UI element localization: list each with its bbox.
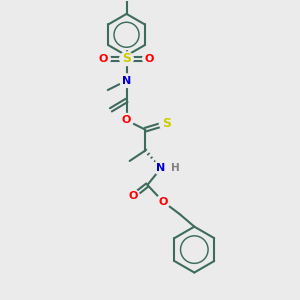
Text: O: O [158,196,168,207]
Circle shape [156,195,170,208]
Circle shape [97,52,110,65]
Circle shape [126,190,140,203]
Text: O: O [99,54,108,64]
Circle shape [120,74,133,87]
Text: H: H [171,163,180,173]
Circle shape [143,52,156,65]
Circle shape [120,52,133,65]
Text: O: O [145,54,154,64]
Text: O: O [128,191,137,201]
Text: N: N [122,76,131,85]
Text: O: O [122,115,131,125]
Circle shape [120,113,133,127]
Circle shape [159,117,173,130]
Text: S: S [162,117,171,130]
Text: N: N [156,163,166,173]
Circle shape [154,161,168,175]
Text: S: S [122,52,131,65]
